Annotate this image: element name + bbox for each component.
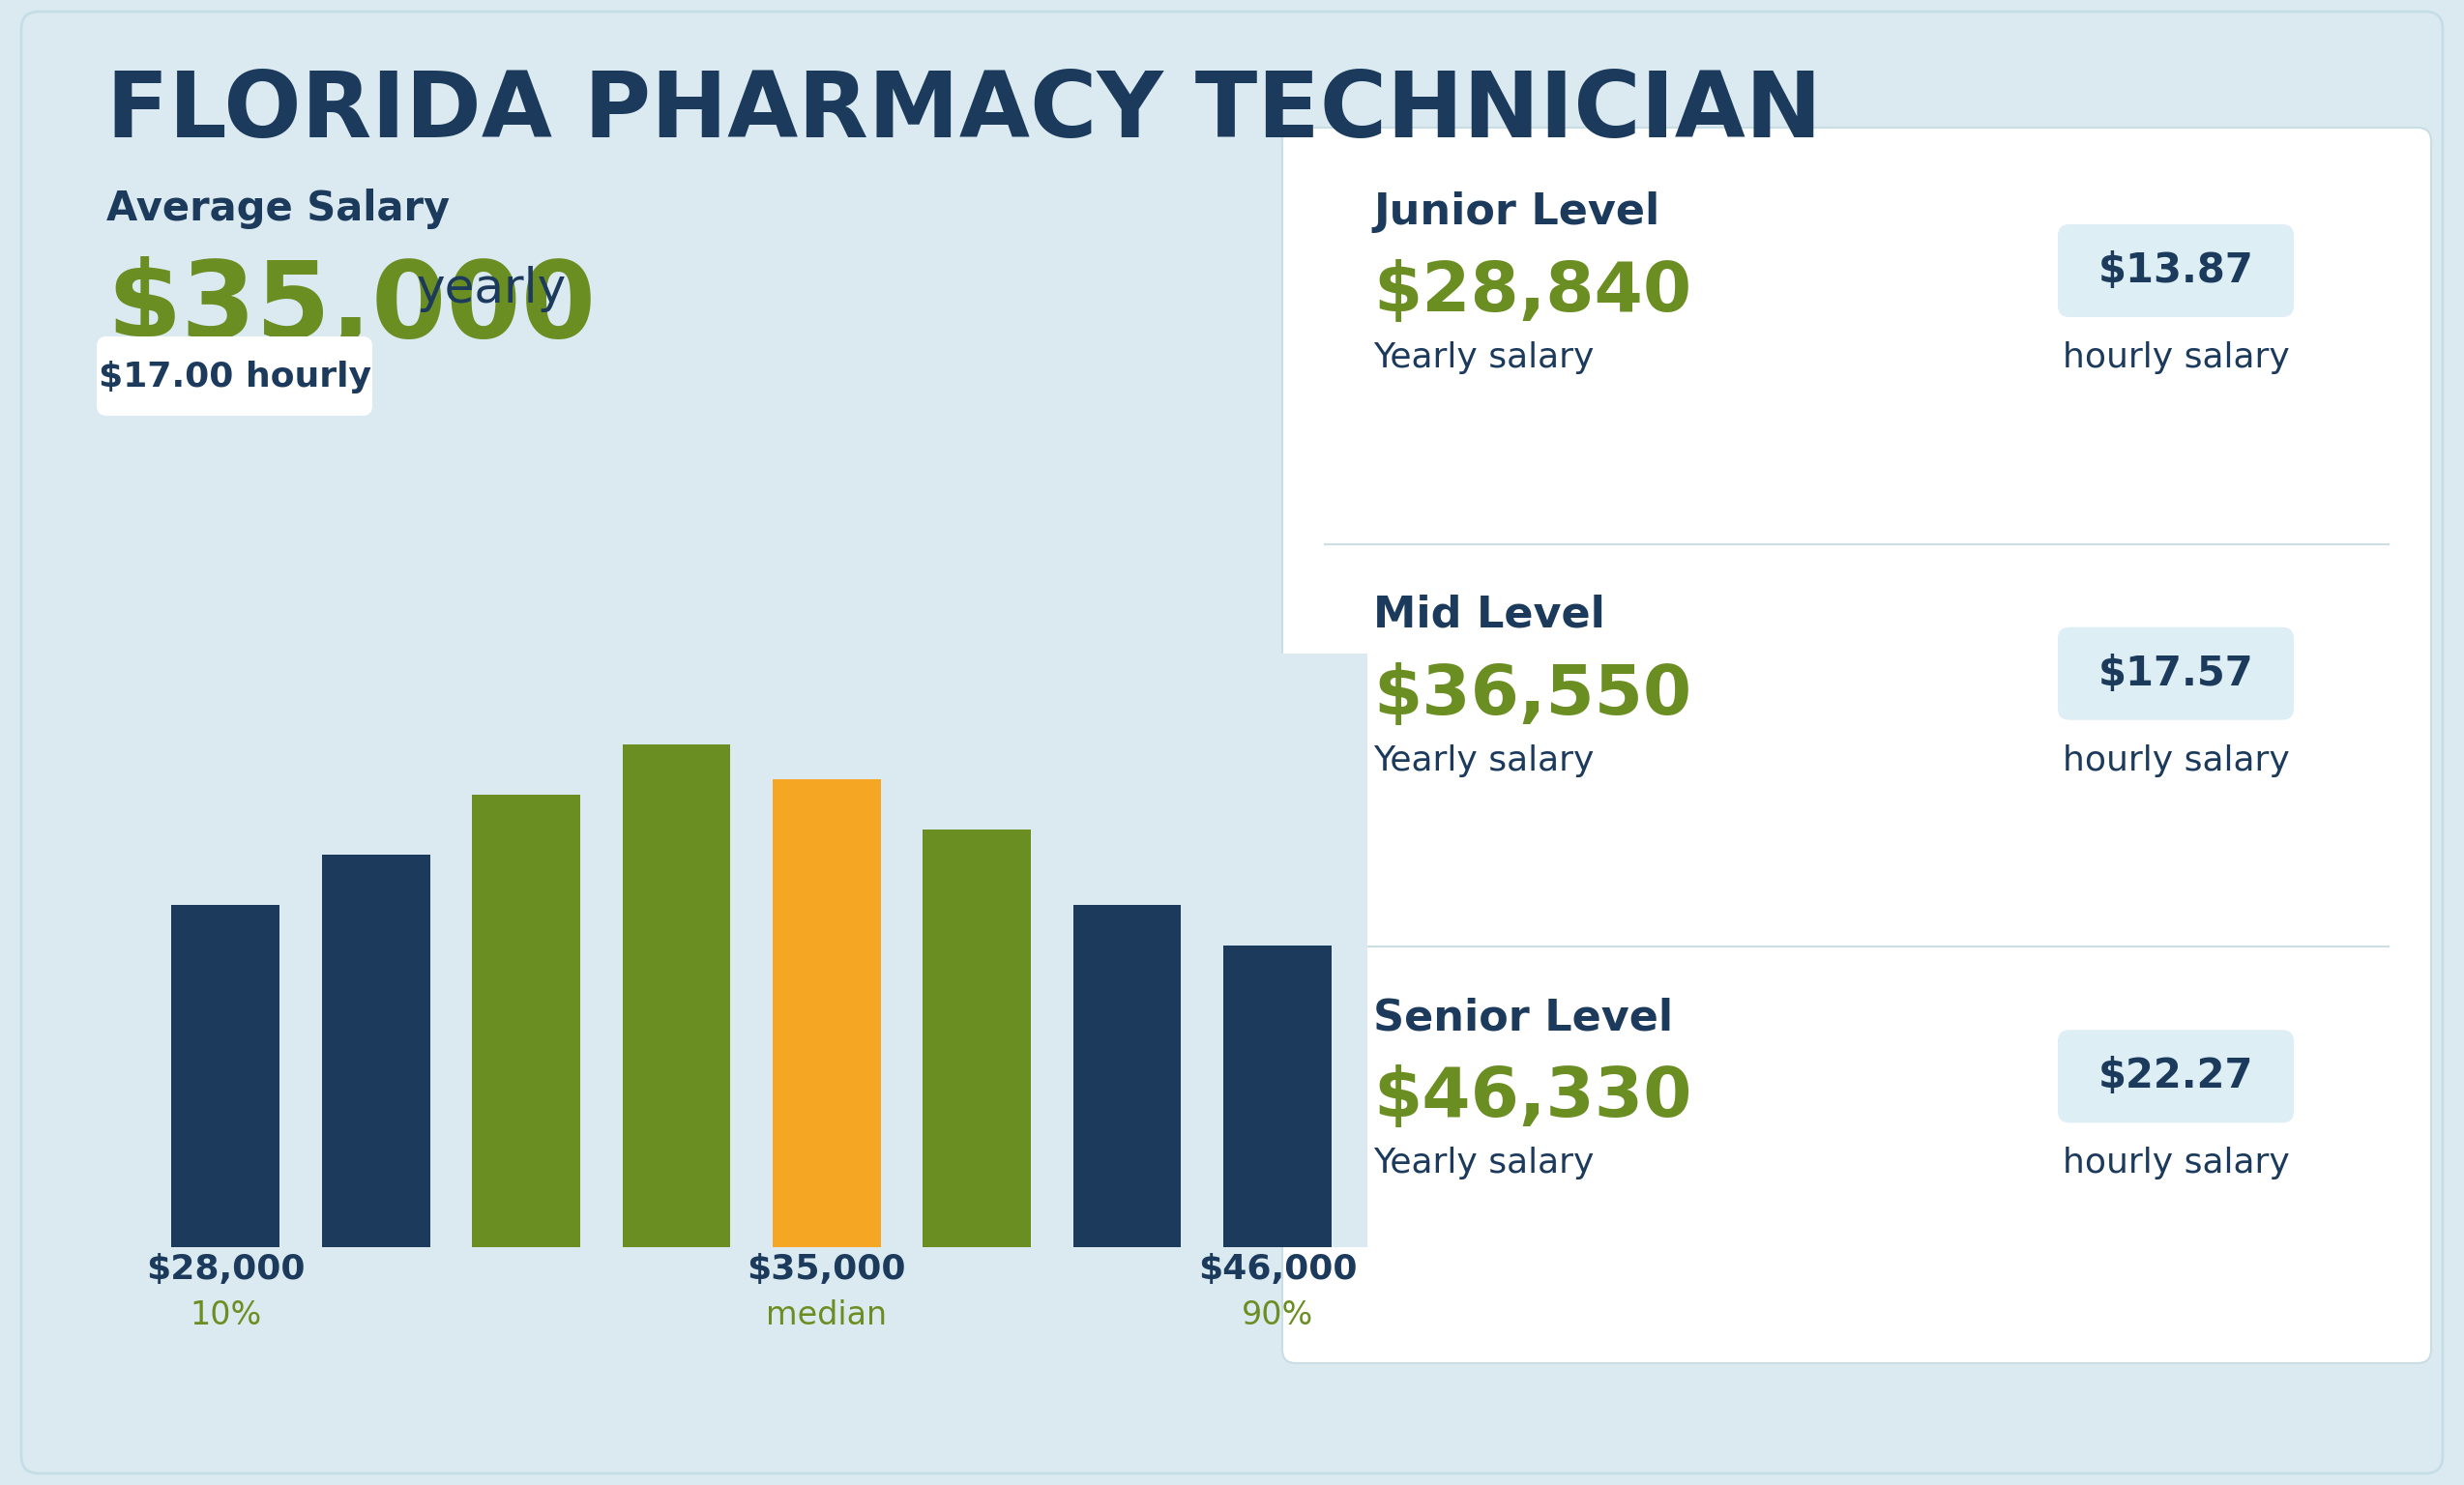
Text: Yearly salary: Yearly salary xyxy=(1372,1146,1594,1179)
FancyBboxPatch shape xyxy=(22,12,2442,1473)
Text: $35,000: $35,000 xyxy=(747,1253,907,1286)
Text: $13.87: $13.87 xyxy=(2097,251,2255,291)
Text: $36,550: $36,550 xyxy=(1372,662,1693,729)
Text: Senior Level: Senior Level xyxy=(1372,996,1673,1038)
Text: $17.57: $17.57 xyxy=(2099,653,2255,693)
Bar xyxy=(774,780,880,1247)
FancyBboxPatch shape xyxy=(96,337,372,416)
Bar xyxy=(473,794,579,1247)
Bar xyxy=(172,904,281,1247)
Text: $46,330: $46,330 xyxy=(1372,1065,1693,1132)
Bar xyxy=(924,830,1030,1247)
Text: yearly: yearly xyxy=(416,266,567,312)
Text: hourly salary: hourly salary xyxy=(2062,744,2289,777)
Bar xyxy=(1072,904,1180,1247)
Text: hourly salary: hourly salary xyxy=(2062,1146,2289,1179)
Text: Yearly salary: Yearly salary xyxy=(1372,744,1594,777)
Text: Mid Level: Mid Level xyxy=(1372,594,1604,636)
Bar xyxy=(623,744,729,1247)
FancyBboxPatch shape xyxy=(1281,128,2432,1363)
Text: 10%: 10% xyxy=(190,1299,261,1331)
Text: Average Salary: Average Salary xyxy=(106,189,451,229)
Text: FLORIDA PHARMACY TECHNICIAN: FLORIDA PHARMACY TECHNICIAN xyxy=(106,68,1821,156)
Text: $28,840: $28,840 xyxy=(1372,258,1693,325)
Text: $35,000: $35,000 xyxy=(106,257,596,359)
Bar xyxy=(1222,946,1331,1247)
Bar xyxy=(323,855,431,1247)
Text: $17.00 hourly: $17.00 hourly xyxy=(99,361,372,394)
Text: Yearly salary: Yearly salary xyxy=(1372,342,1594,374)
FancyBboxPatch shape xyxy=(2057,627,2294,720)
Text: $28,000: $28,000 xyxy=(145,1253,306,1286)
FancyBboxPatch shape xyxy=(2057,224,2294,318)
FancyBboxPatch shape xyxy=(2057,1031,2294,1123)
Text: hourly salary: hourly salary xyxy=(2062,342,2289,374)
Text: 90%: 90% xyxy=(1242,1299,1313,1331)
Text: median: median xyxy=(766,1299,887,1331)
Text: $22.27: $22.27 xyxy=(2099,1056,2255,1096)
Text: $46,000: $46,000 xyxy=(1198,1253,1358,1286)
Text: Junior Level: Junior Level xyxy=(1372,192,1661,233)
